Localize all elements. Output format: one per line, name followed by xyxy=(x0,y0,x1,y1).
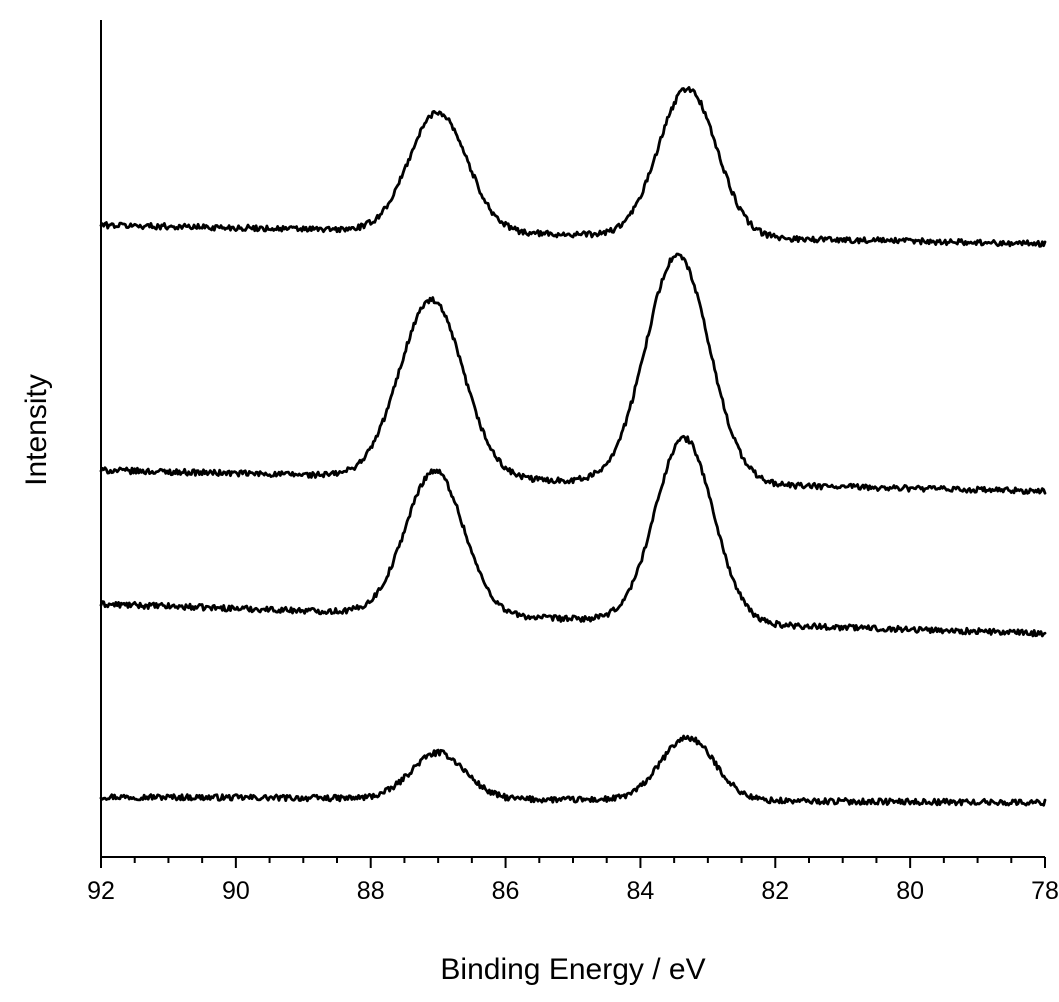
x-axis-ticks xyxy=(100,857,1046,868)
x-tick-label: 86 xyxy=(492,877,520,905)
spectrum-trace-4 xyxy=(99,86,1047,248)
x-axis-label: Binding Energy / eV xyxy=(440,953,705,986)
plot-area xyxy=(99,86,1047,807)
x-tick-label: 84 xyxy=(627,877,655,905)
x-tick-label: 78 xyxy=(1031,877,1059,905)
x-tick-label: 80 xyxy=(896,877,924,905)
x-axis-tick-labels: 92 90 88 86 84 82 80 78 xyxy=(87,877,1059,905)
y-axis-label: Intensity xyxy=(20,374,53,486)
x-tick-label: 90 xyxy=(222,877,250,905)
spectrum-trace-1 xyxy=(99,734,1047,807)
x-tick-label: 88 xyxy=(357,877,385,905)
spectrum-trace-3 xyxy=(99,252,1047,495)
spectrum-trace-2 xyxy=(99,434,1047,638)
x-tick-label: 92 xyxy=(87,877,115,905)
x-tick-label: 82 xyxy=(761,877,789,905)
